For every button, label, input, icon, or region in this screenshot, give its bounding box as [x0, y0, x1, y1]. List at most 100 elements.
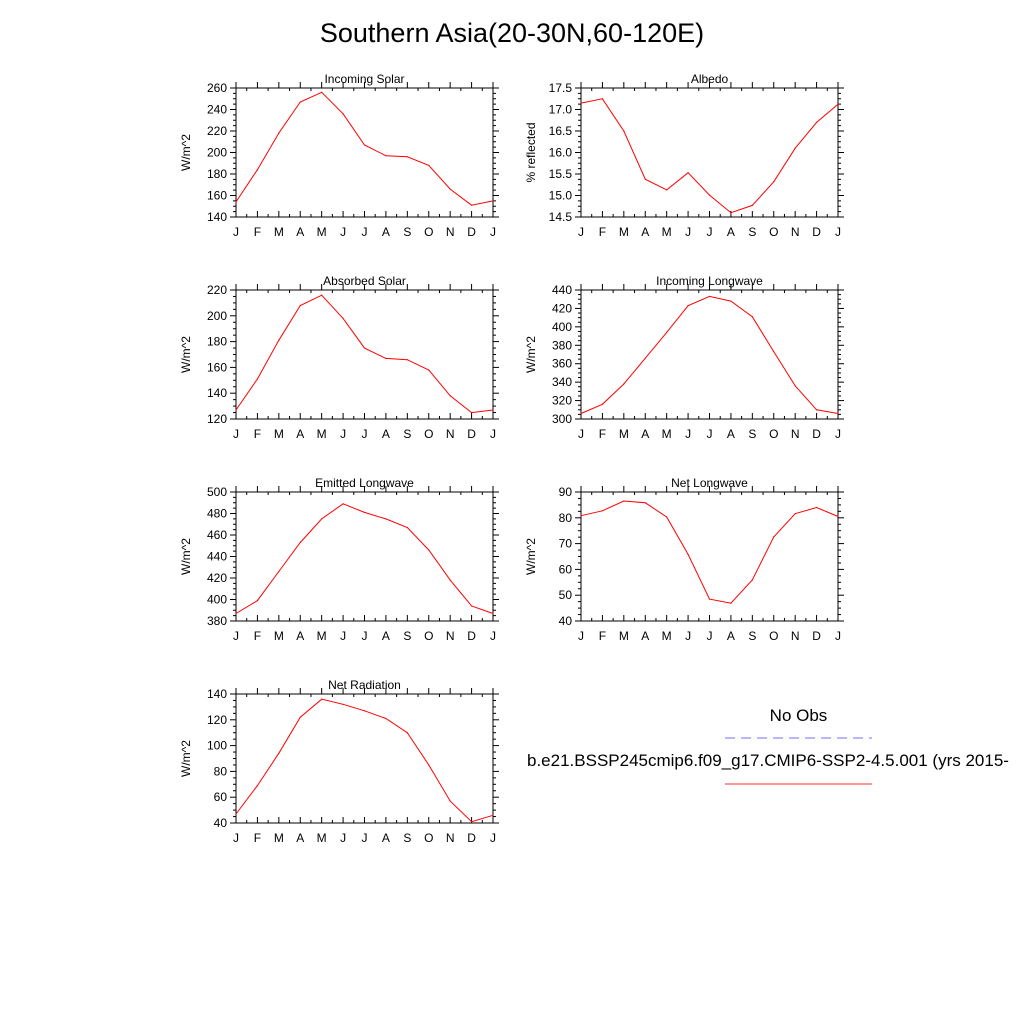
data-point	[256, 378, 259, 380]
x-tick-label: A	[727, 427, 735, 441]
x-tick-label: S	[403, 831, 411, 845]
legend-obs-label: No Obs	[769, 706, 828, 725]
y-axis-label: W/m^2	[179, 336, 193, 373]
x-tick-label: M	[317, 225, 327, 239]
data-point	[385, 717, 387, 720]
x-tick-label: S	[403, 629, 411, 643]
data-point	[623, 130, 625, 132]
x-tick-label: S	[403, 427, 411, 441]
x-tick-label: O	[769, 629, 778, 643]
x-tick-label: J	[578, 427, 584, 441]
data-point	[730, 602, 732, 604]
y-tick-label: 440	[552, 283, 572, 297]
y-tick-label: 17.0	[549, 103, 573, 117]
y-tick-label: 340	[552, 375, 572, 389]
data-point	[666, 331, 668, 333]
x-tick-label: F	[254, 831, 261, 845]
y-tick-label: 16.5	[549, 124, 573, 138]
data-point	[644, 357, 646, 359]
data-point	[342, 703, 344, 705]
y-tick-label: 140	[207, 210, 227, 224]
y-tick-label: 200	[207, 146, 227, 160]
x-tick-label: J	[490, 831, 496, 845]
data-point	[492, 409, 494, 411]
data-point	[363, 347, 366, 349]
x-tick-label: D	[812, 225, 821, 239]
y-axis-label: W/m^2	[179, 538, 193, 575]
x-tick-label: F	[599, 225, 606, 239]
x-tick-label: D	[467, 629, 476, 643]
data-point	[601, 510, 604, 512]
data-point	[235, 612, 237, 615]
x-tick-label: M	[662, 629, 672, 643]
y-axis-label: W/m^2	[524, 336, 538, 373]
y-axis-label: W/m^2	[179, 134, 193, 171]
x-tick-label: A	[727, 225, 735, 239]
data-point	[623, 383, 625, 385]
y-tick-label: 14.5	[549, 210, 573, 224]
data-point	[406, 732, 408, 734]
y-tick-label: 50	[559, 588, 573, 602]
y-tick-label: 320	[552, 394, 572, 408]
x-tick-label: F	[254, 629, 261, 643]
x-tick-label: J	[362, 831, 368, 845]
data-point	[751, 316, 753, 318]
x-tick-label: J	[340, 225, 346, 239]
data-point	[385, 357, 387, 359]
panel-title: Absorbed Solar	[323, 274, 406, 288]
x-tick-label: J	[340, 831, 346, 845]
y-tick-label: 100	[207, 739, 227, 753]
data-point	[363, 144, 366, 146]
data-point	[644, 502, 646, 504]
data-point	[342, 317, 344, 319]
data-point	[815, 121, 818, 123]
x-tick-label: S	[748, 225, 756, 239]
y-tick-label: 60	[559, 562, 573, 576]
y-tick-label: 40	[214, 816, 228, 830]
y-tick-label: 460	[207, 528, 227, 542]
y-tick-label: 400	[207, 593, 227, 607]
x-tick-label: M	[662, 427, 672, 441]
x-tick-label: J	[362, 225, 368, 239]
panel-title: Net Radiation	[328, 678, 401, 692]
x-tick-label: O	[424, 225, 433, 239]
data-point	[687, 305, 689, 307]
data-point	[730, 212, 732, 214]
data-point	[321, 518, 323, 520]
y-tick-label: 440	[207, 550, 227, 564]
data-point	[406, 526, 408, 529]
x-tick-label: J	[578, 225, 584, 239]
y-tick-label: 380	[552, 338, 572, 352]
x-tick-label: A	[296, 427, 304, 441]
data-point	[773, 536, 775, 538]
y-tick-label: 160	[207, 189, 227, 203]
x-tick-label: S	[748, 629, 756, 643]
data-point	[428, 164, 430, 166]
y-tick-label: 500	[207, 485, 227, 499]
data-point	[751, 204, 753, 206]
x-tick-label: A	[641, 225, 649, 239]
data-point	[773, 181, 775, 183]
x-tick-label: J	[490, 629, 496, 643]
x-tick-label: J	[362, 629, 368, 643]
y-tick-label: 220	[207, 124, 227, 138]
data-point	[278, 339, 280, 341]
y-axis-label: % reflected	[524, 122, 538, 182]
data-point	[815, 409, 818, 411]
data-point	[666, 189, 668, 191]
data-point	[492, 612, 494, 615]
data-point	[470, 411, 473, 414]
data-point	[235, 409, 237, 411]
x-tick-label: J	[233, 225, 239, 239]
y-tick-label: 80	[214, 764, 228, 778]
data-point	[708, 598, 711, 600]
data-point	[342, 113, 344, 115]
y-tick-label: 240	[207, 103, 227, 117]
data-point	[623, 500, 625, 502]
x-tick-label: M	[619, 427, 629, 441]
data-point	[342, 503, 344, 505]
x-tick-label: N	[791, 427, 800, 441]
